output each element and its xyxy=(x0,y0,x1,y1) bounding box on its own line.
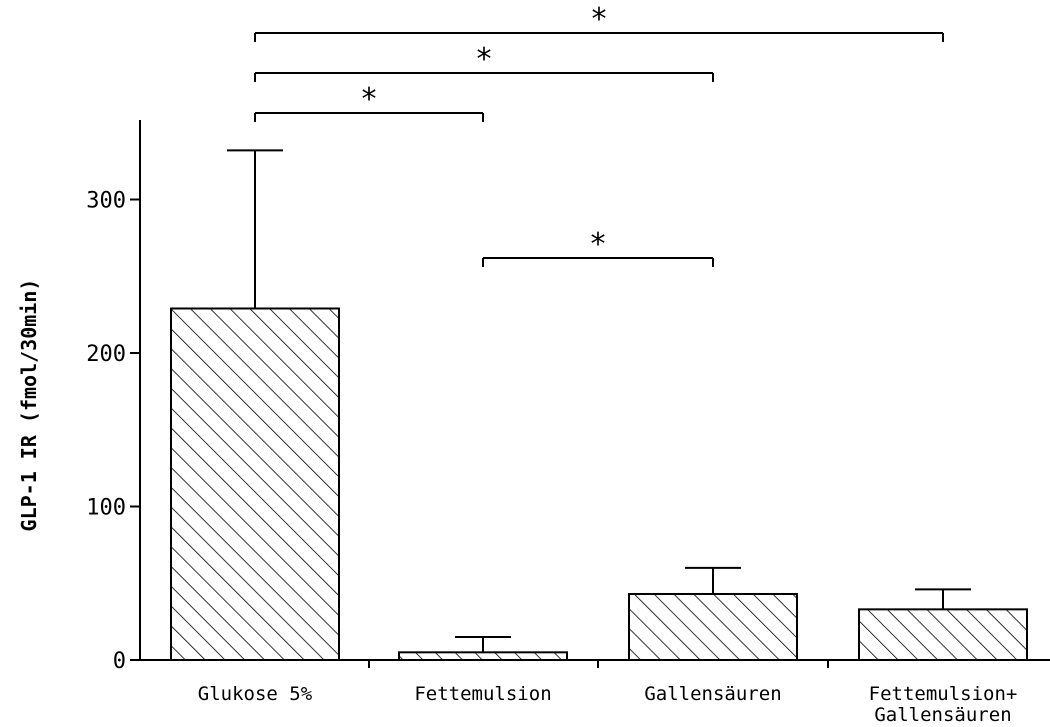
y-tick-label: 100 xyxy=(86,496,126,521)
significance-label: * xyxy=(477,42,492,77)
bars xyxy=(170,149,1028,662)
x-tick-label: Gallensäuren xyxy=(874,704,1011,726)
x-tick-label: Gallensäuren xyxy=(644,683,781,705)
significance-brackets: * * * * xyxy=(254,2,944,267)
y-tick-label: 200 xyxy=(86,342,126,367)
bar xyxy=(858,608,1028,661)
significance-label: * xyxy=(592,2,607,37)
y-axis-label: GLP-1 IR (fmol/30min) xyxy=(17,279,41,532)
x-tick-label: Fettemulsion xyxy=(414,683,551,705)
x-tick-label: Fettemulsion+ xyxy=(869,683,1018,705)
bar xyxy=(398,651,568,662)
labels: 0 100 200 300 Glukose 5% Fettemulsion Gallensä… xyxy=(86,189,1017,727)
bar xyxy=(170,307,340,661)
significance-label: * xyxy=(362,82,377,117)
y-tick-label: 300 xyxy=(86,189,126,214)
significance-label: * xyxy=(591,227,606,262)
x-tick-label: Glukose 5% xyxy=(198,683,313,705)
bar xyxy=(628,592,798,661)
y-tick-label: 0 xyxy=(113,649,126,674)
